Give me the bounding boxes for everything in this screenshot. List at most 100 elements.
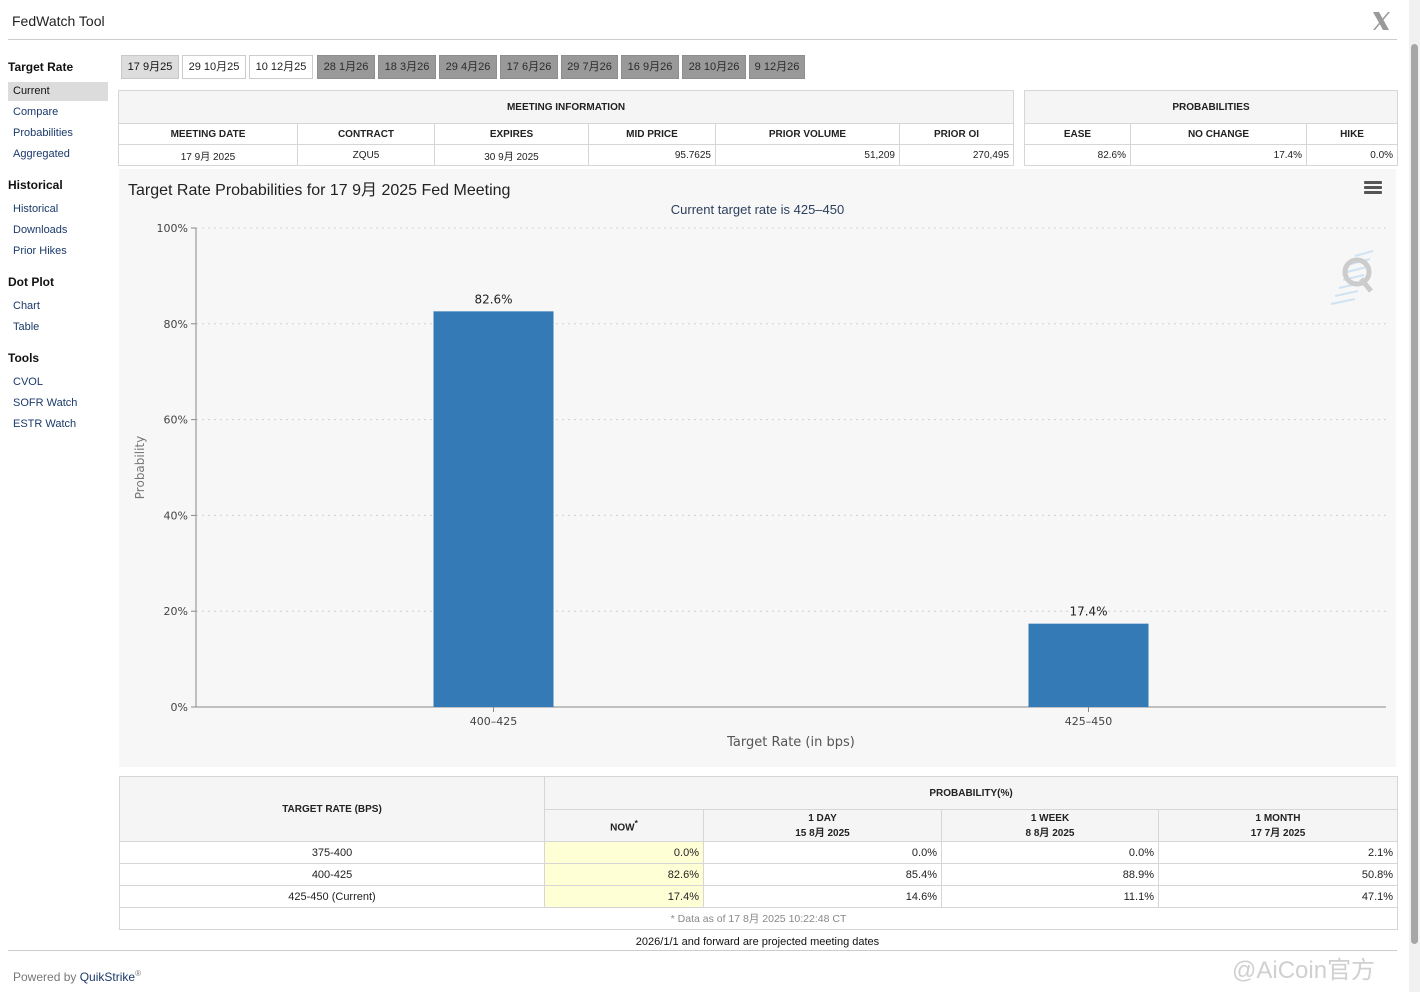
hike-value: 0.0% (1305, 144, 1399, 166)
contract-value: ZQU5 (297, 144, 435, 166)
scrollbar[interactable] (1409, 0, 1420, 992)
meeting-tab-8[interactable]: 16 9月26 (621, 55, 679, 79)
sidebar: Target Rate Current Compare Probabilities Ag… (8, 52, 108, 434)
prob-col-now: NOW* (544, 809, 704, 842)
meeting-tab-0[interactable]: 17 9月25 (121, 55, 179, 79)
meeting-tab-7[interactable]: 29 7月26 (561, 55, 618, 79)
x-tick-label: 400–425 (470, 715, 518, 728)
probability-cell: 47.1% (1157, 885, 1399, 908)
prob-col-1-day: 1 DAY 15 8月 2025 (703, 809, 942, 842)
probability-header: PROBABILITY(%) (543, 776, 1399, 810)
ease-value: 82.6% (1024, 144, 1131, 166)
mid-price-value: 95.7625 (588, 144, 716, 166)
bar-value-label: 82.6% (474, 292, 512, 306)
chart-subtitle: Current target rate is 425–450 (670, 202, 845, 217)
y-axis-title: Probability (133, 436, 147, 499)
x-axis-title: Target Rate (in bps) (726, 735, 855, 750)
col-expires: EXPIRES (434, 123, 589, 145)
probability-cell: 0.0% (703, 841, 942, 864)
probability-cell: 14.6% (703, 885, 942, 908)
meeting-tab-4[interactable]: 18 3月26 (378, 55, 436, 79)
meeting-tab-10[interactable]: 9 12月26 (749, 55, 805, 79)
prob-col-label: 1 WEEK (1030, 812, 1070, 824)
meeting-tab-5[interactable]: 29 4月26 (439, 55, 497, 79)
table-row: 400-425 82.6% 85.4% 88.9% 50.8% (119, 863, 1399, 886)
quikstrike-link[interactable]: QuikStrike (79, 970, 136, 984)
powered-by-label: Powered by (13, 970, 77, 984)
no-change-value: 17.4% (1130, 144, 1307, 166)
probability-cell: 17.4% (544, 885, 704, 908)
sidebar-item-downloads[interactable]: Downloads (13, 224, 68, 236)
meeting-info-header: MEETING INFORMATION (117, 90, 1015, 124)
sidebar-item-current[interactable]: Current (8, 82, 108, 101)
sidebar-item-table[interactable]: Table (13, 321, 40, 333)
sidebar-item-historical[interactable]: Historical (13, 203, 59, 215)
sidebar-item-probabilities[interactable]: Probabilities (13, 127, 73, 139)
y-tick-label: 100% (157, 222, 188, 235)
prob-col-date: 8 8月 2025 (1025, 827, 1075, 839)
target-rate-header: TARGET RATE (BPS) (119, 776, 545, 842)
scrollbar-thumb[interactable] (1411, 44, 1418, 944)
probability-cell: 82.6% (544, 863, 704, 886)
sidebar-item-compare[interactable]: Compare (13, 106, 59, 118)
now-asterisk: * (634, 817, 638, 828)
probability-cell: 88.9% (941, 863, 1159, 886)
y-tick-label: 80% (164, 318, 188, 331)
prob-col-1-month: 1 MONTH 17 7月 2025 (1157, 809, 1399, 842)
powered-by: Powered by QuikStrike® (13, 969, 141, 984)
probabilities-header: PROBABILITIES (1023, 90, 1399, 124)
y-tick-label: 40% (164, 509, 188, 522)
col-ease: EASE (1024, 123, 1131, 145)
prior-oi-value: 270,495 (898, 144, 1015, 166)
bar-1[interactable] (1028, 623, 1149, 707)
prob-col-date: 17 7月 2025 (1250, 827, 1306, 839)
registered-mark: ® (135, 969, 141, 978)
footer-divider (8, 950, 1397, 951)
meeting-tab-6[interactable]: 17 6月26 (500, 55, 558, 79)
y-tick-label: 0% (171, 701, 188, 714)
sidebar-section-dot-plot: Dot Plot (8, 275, 54, 289)
prob-col-1-week: 1 WEEK 8 8月 2025 (941, 809, 1159, 842)
meeting-tab-9[interactable]: 28 10月26 (682, 55, 746, 79)
meeting-tab-1[interactable]: 29 10月25 (182, 55, 246, 79)
target-rate-cell: 425-450 (Current) (119, 885, 545, 908)
col-mid-price: MID PRICE (588, 123, 716, 145)
target-rate-cell: 375-400 (119, 841, 545, 864)
col-prior-volume: PRIOR VOLUME (715, 123, 900, 145)
bar-value-label: 17.4% (1069, 605, 1107, 619)
target-rate-cell: 400-425 (119, 863, 545, 886)
sidebar-item-prior-hikes[interactable]: Prior Hikes (13, 245, 67, 257)
sidebar-item-estr-watch[interactable]: ESTR Watch (13, 418, 77, 430)
probability-cell: 2.1% (1157, 841, 1399, 864)
sidebar-item-cvol[interactable]: CVOL (13, 376, 43, 388)
data-timestamp-note: * Data as of 17 8月 2025 10:22:48 CT (118, 907, 1399, 930)
app-title: FedWatch Tool (12, 13, 105, 29)
probability-table: TARGET RATE (BPS) PROBABILITY(%) NOW* 1 D… (118, 776, 1399, 930)
close-icon[interactable] (1369, 9, 1393, 33)
col-contract: CONTRACT (297, 123, 435, 145)
prob-col-label: NOW (610, 822, 635, 834)
col-no-change: NO CHANGE (1130, 123, 1307, 145)
meeting-tab-2[interactable]: 10 12月25 (249, 55, 313, 79)
chart-panel: Target Rate Probabilities for 17 9月 2025… (119, 169, 1396, 767)
meeting-info-table: MEETING INFORMATION MEETING DATE CONTRAC… (117, 90, 1015, 166)
bar-0[interactable] (433, 311, 554, 707)
prob-col-date: 15 8月 2025 (795, 827, 850, 839)
probability-cell: 85.4% (703, 863, 942, 886)
y-tick-label: 20% (164, 605, 188, 618)
meeting-tab-3[interactable]: 28 1月26 (317, 55, 375, 79)
expires-value: 30 9月 2025 (434, 144, 589, 166)
sidebar-item-aggregated[interactable]: Aggregated (13, 148, 70, 160)
quikstrike-logo-icon (1330, 250, 1374, 305)
sidebar-item-sofr-watch[interactable]: SOFR Watch (13, 397, 78, 409)
col-prior-oi: PRIOR OI (898, 123, 1015, 145)
sidebar-section-target-rate: Target Rate (8, 60, 74, 74)
bar-chart: 0% 20% 40% 60% 80% 100% 82.6% 400–425 17.4% 425–4… (133, 222, 1386, 750)
table-row: 425-450 (Current) 17.4% 14.6% 11.1% 47.1% (119, 885, 1399, 908)
prob-col-label: 1 MONTH (1255, 812, 1301, 824)
sidebar-section-tools: Tools (8, 351, 40, 365)
hamburger-menu-icon[interactable] (1364, 181, 1382, 197)
sidebar-item-chart[interactable]: Chart (13, 300, 40, 312)
chart-title: Target Rate Probabilities for 17 9月 2025… (128, 182, 511, 199)
meeting-date-value: 17 9月 2025 (118, 144, 298, 166)
